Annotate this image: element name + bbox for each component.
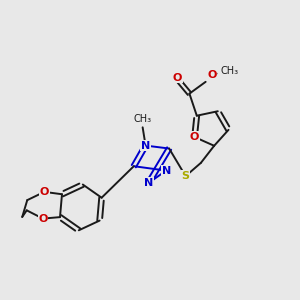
Text: N: N bbox=[141, 141, 150, 151]
Text: O: O bbox=[40, 187, 49, 197]
Text: N: N bbox=[162, 166, 171, 176]
Text: S: S bbox=[182, 171, 190, 181]
Text: O: O bbox=[38, 214, 48, 224]
Text: O: O bbox=[173, 73, 182, 83]
Text: O: O bbox=[190, 132, 199, 142]
Text: N: N bbox=[144, 178, 153, 188]
Text: CH₃: CH₃ bbox=[134, 114, 152, 124]
Text: CH₃: CH₃ bbox=[220, 66, 238, 76]
Text: O: O bbox=[207, 70, 217, 80]
